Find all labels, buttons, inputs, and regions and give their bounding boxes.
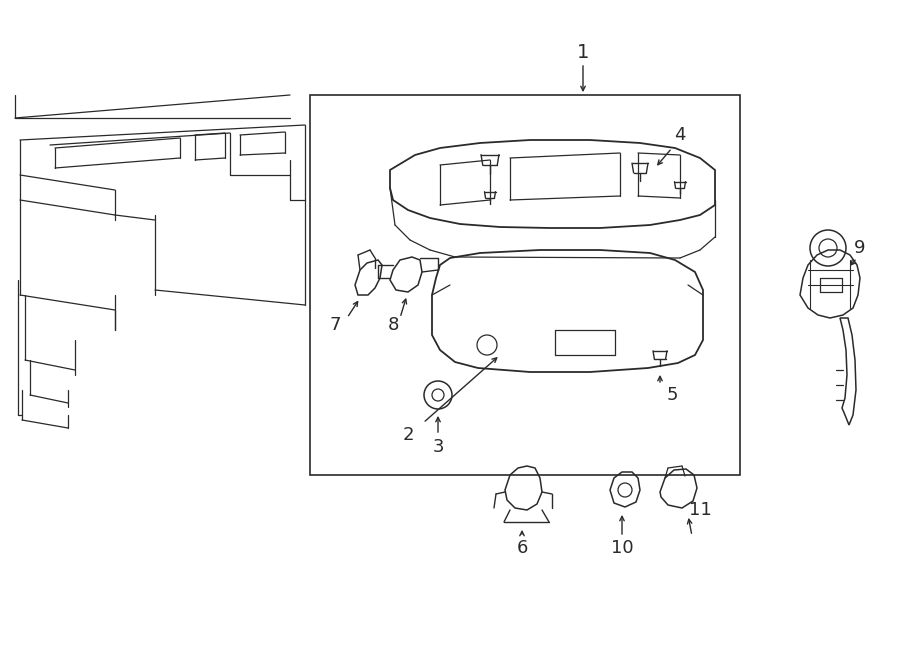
Text: 6: 6 (517, 539, 527, 557)
Text: 10: 10 (611, 539, 634, 557)
Text: 7: 7 (329, 316, 341, 334)
Text: 11: 11 (688, 501, 711, 519)
Text: 4: 4 (674, 126, 686, 144)
Text: 2: 2 (402, 426, 414, 444)
Bar (310, 95, 740, 475)
Text: 1: 1 (577, 42, 590, 61)
Text: 8: 8 (387, 316, 399, 334)
Text: 9: 9 (854, 239, 866, 257)
Text: 5: 5 (666, 386, 678, 404)
Text: 3: 3 (432, 438, 444, 456)
